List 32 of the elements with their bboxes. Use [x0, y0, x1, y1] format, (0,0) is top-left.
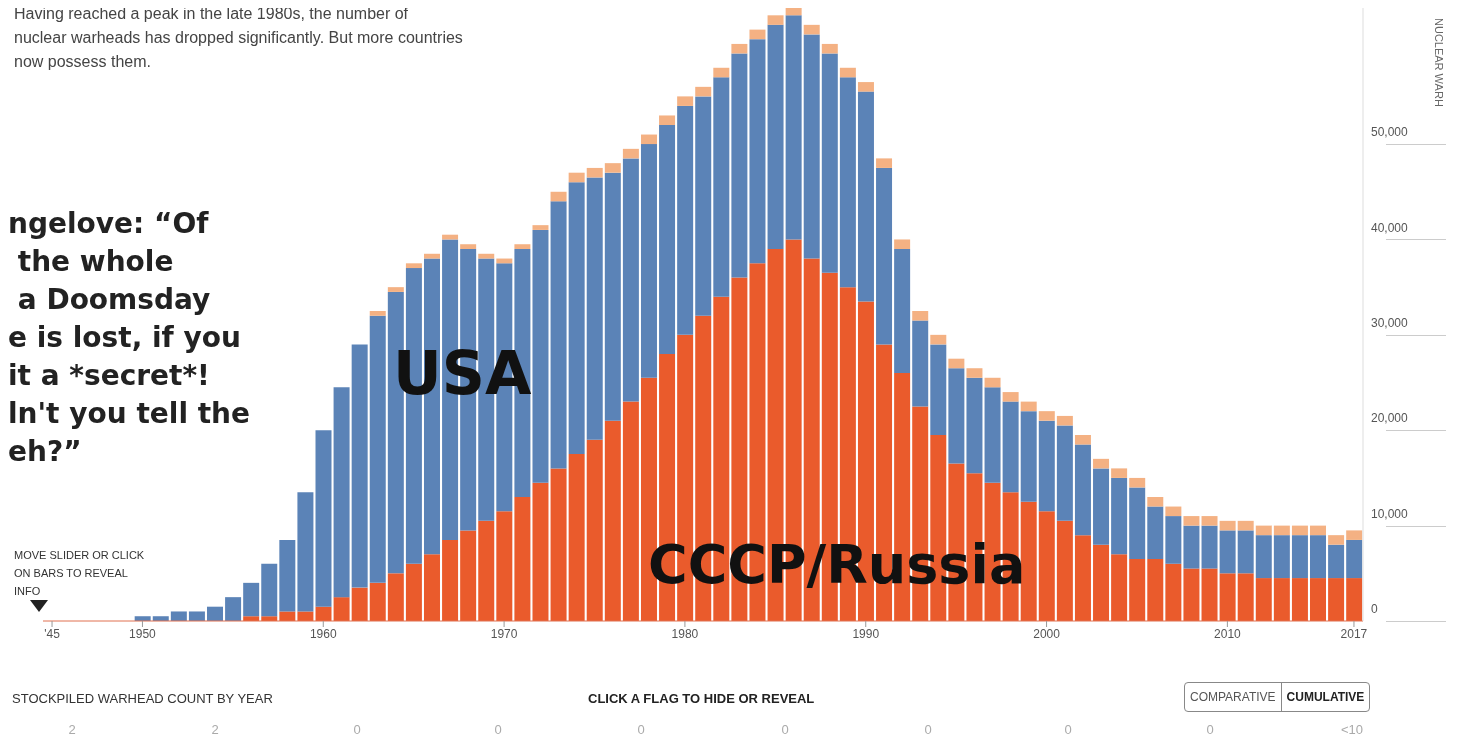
- y-tick-label: 50,000: [1371, 125, 1409, 140]
- text: 0: [352, 722, 362, 737]
- x-tick-label: 1990: [852, 626, 880, 641]
- y-tick-label: 10,000: [1371, 506, 1409, 521]
- toggle-switch: COMPARATIVE CUMULATIVE: [1184, 682, 1371, 712]
- y-axis-title: NUCLEAR WARH: [1433, 18, 1445, 107]
- x-tick-label: 2000: [1033, 626, 1061, 641]
- y-tick-label: 30,000: [1371, 316, 1409, 331]
- text: 0: [1063, 722, 1073, 737]
- y-tick-label: 20,000: [1371, 411, 1409, 426]
- x-tick-label: '45: [44, 626, 61, 641]
- text: STOCKPILED WARHEAD COUNT BY YEAR: [12, 691, 273, 706]
- text: 0: [636, 722, 646, 737]
- text: Having reached a peak in the late 1980s, the number of nuclear warheads has dropped significantly. But more countries now possess them.: [14, 7, 464, 72]
- text: 0: [923, 722, 933, 737]
- text: <10: [1339, 722, 1365, 737]
- annotation: ngelove: “Of the whole a Doomsday e is lost, if you it a *secret*! ln't you tell the eh?”: [8, 206, 252, 470]
- annotation: MOVE SLIDER OR CLICK ON BARS TO REVEAL INFO: [14, 548, 146, 599]
- text: CLICK A FLAG TO HIDE OR REVEAL: [588, 691, 815, 706]
- text: 2: [210, 722, 220, 737]
- text: 0: [1205, 722, 1215, 737]
- text: 0: [780, 722, 790, 737]
- x-tick-label: 1960: [309, 626, 337, 641]
- x-tick-label: 2010: [1214, 626, 1242, 641]
- y-tick-label: 0: [1371, 602, 1378, 617]
- x-tick-label: 2017: [1340, 626, 1368, 641]
- text: 0: [493, 722, 503, 737]
- x-tick-label: 1980: [671, 626, 699, 641]
- x-tick-label: 1970: [490, 626, 518, 641]
- y-tick-label: 40,000: [1371, 220, 1409, 235]
- x-tick-label: 1950: [129, 626, 157, 641]
- text: 2: [67, 722, 77, 737]
